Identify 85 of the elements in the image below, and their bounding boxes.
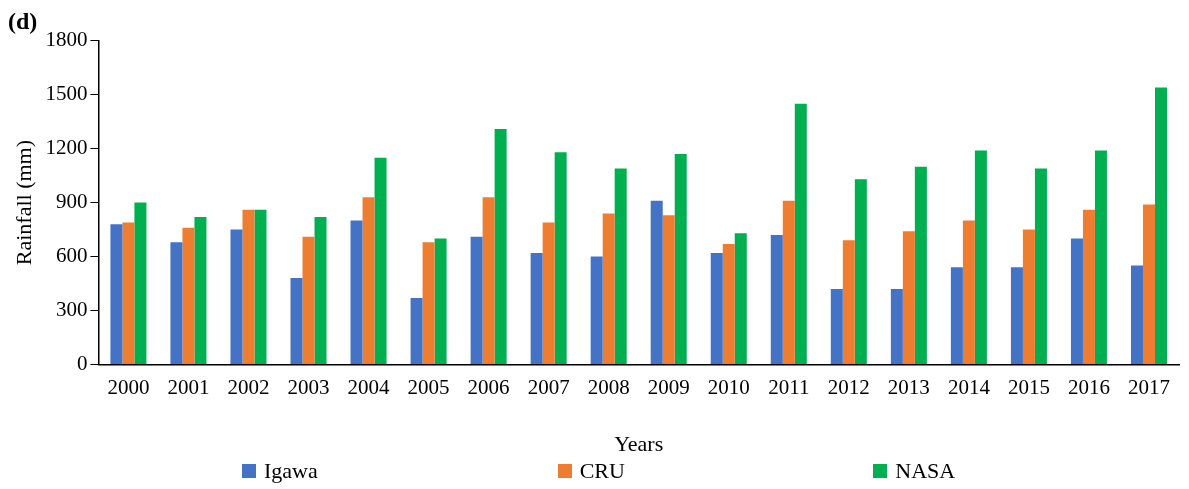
bar — [1154, 87, 1167, 364]
bar — [494, 128, 507, 364]
x-tick-label: 2004 — [347, 374, 391, 399]
bar — [110, 224, 123, 364]
bar — [482, 197, 495, 364]
chart-title: (d) — [8, 7, 38, 34]
bar — [314, 216, 327, 364]
y-tick-label: 900 — [55, 189, 88, 214]
bar — [170, 242, 183, 364]
bar — [1010, 267, 1023, 364]
y-tick-label: 1800 — [45, 27, 88, 52]
x-axis-title: Years — [614, 430, 664, 456]
bar — [350, 220, 363, 364]
legend-label: Igawa — [264, 458, 318, 484]
bar — [794, 103, 807, 364]
x-tick-label: 2013 — [887, 374, 930, 399]
bar — [1130, 265, 1143, 364]
bar — [770, 234, 783, 364]
x-tick-label: 2008 — [587, 374, 630, 399]
bar — [374, 157, 387, 364]
bar — [470, 236, 483, 364]
bar — [722, 243, 735, 364]
x-tick-label: 2014 — [947, 374, 991, 399]
bar — [914, 166, 927, 364]
y-tick-label: 1500 — [45, 81, 88, 106]
bar — [230, 229, 243, 364]
y-tick-label: 1200 — [45, 135, 88, 160]
bar — [254, 209, 267, 364]
bar — [614, 168, 627, 364]
bar — [302, 236, 315, 364]
bar — [1142, 204, 1155, 364]
bar — [854, 179, 867, 364]
bar — [290, 278, 303, 364]
x-tick-label: 2016 — [1067, 374, 1110, 399]
bar — [962, 220, 975, 364]
x-tick-label: 2001 — [167, 374, 210, 399]
bar — [830, 288, 843, 364]
bar — [1094, 150, 1107, 364]
bar — [1034, 168, 1047, 364]
bar — [782, 200, 795, 364]
x-tick-label: 2007 — [527, 374, 570, 399]
x-tick-label: 2017 — [1127, 374, 1170, 399]
x-tick-label: 2000 — [107, 374, 150, 399]
x-tick-label: 2002 — [227, 374, 270, 399]
x-tick-label: 2015 — [1007, 374, 1050, 399]
bar — [734, 233, 747, 364]
x-tick-label: 2011 — [768, 374, 810, 399]
bar — [1082, 209, 1095, 364]
bar — [434, 238, 447, 364]
x-tick-label: 2009 — [647, 374, 690, 399]
bar — [1022, 229, 1035, 364]
bar — [590, 256, 603, 364]
x-tick-label: 2005 — [407, 374, 450, 399]
bar — [362, 197, 375, 364]
bar — [182, 227, 195, 364]
y-tick-label: 300 — [55, 296, 88, 321]
bar — [650, 200, 663, 364]
y-tick-label: 0 — [76, 350, 88, 375]
x-tick-label: 2010 — [707, 374, 750, 399]
bar — [602, 213, 615, 364]
y-axis-title: Rainfall (mm) — [10, 139, 36, 266]
bar — [662, 215, 675, 364]
bar — [974, 150, 987, 364]
bar — [242, 209, 255, 364]
bar — [902, 231, 915, 364]
legend-label: CRU — [579, 458, 625, 484]
bar — [134, 202, 147, 364]
bar — [710, 252, 723, 364]
bar — [554, 152, 567, 364]
legend-label: NASA — [895, 458, 956, 484]
bar — [950, 267, 963, 364]
y-tick-label: 600 — [55, 243, 88, 268]
bar — [530, 252, 543, 364]
bar — [890, 288, 903, 364]
bar — [422, 242, 435, 364]
x-tick-label: 2006 — [467, 374, 510, 399]
bar — [542, 222, 555, 364]
bar — [194, 216, 207, 364]
x-tick-label: 2012 — [827, 374, 870, 399]
bar — [674, 154, 687, 364]
bar — [410, 297, 423, 364]
bar — [122, 222, 135, 364]
x-tick-label: 2003 — [287, 374, 330, 399]
bar — [1070, 238, 1083, 364]
bar — [842, 240, 855, 364]
